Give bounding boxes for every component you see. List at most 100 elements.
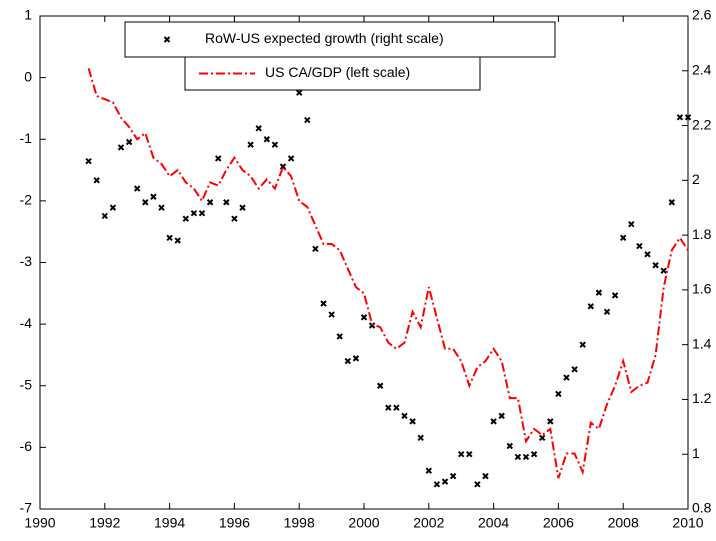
- scatter-point: [433, 481, 441, 488]
- scatter-point: [133, 185, 141, 192]
- scatter-point: [571, 366, 578, 373]
- scatter-point: [385, 404, 392, 411]
- scatter-point: [684, 114, 692, 121]
- scatter-point: [166, 234, 173, 242]
- scatter-point: [255, 125, 262, 132]
- scatter-point: [482, 472, 489, 480]
- y2-tick-label: 1.4: [692, 335, 712, 351]
- x-tick-label: 1990: [24, 515, 55, 531]
- y-tick-label: -5: [20, 376, 33, 392]
- scatter-point: [117, 144, 125, 151]
- scatter-point: [109, 204, 117, 211]
- scatter-point: [279, 163, 287, 170]
- y2-tick-label: 2: [692, 171, 700, 187]
- scatter-point: [239, 204, 246, 211]
- scatter-point: [312, 245, 319, 253]
- legend-label: US CA/GDP (left scale): [265, 64, 410, 80]
- x-tick-label: 2006: [543, 515, 574, 531]
- scatter-point: [198, 209, 206, 217]
- scatter-point: [93, 177, 100, 184]
- scatter-point: [449, 472, 457, 480]
- scatter-point: [506, 442, 514, 450]
- scatter-point: [295, 89, 303, 96]
- scatter-point: [150, 193, 157, 200]
- scatter-point: [555, 390, 562, 398]
- scatter-point: [85, 157, 92, 165]
- legend-entry: US CA/GDP (left scale): [184, 56, 481, 91]
- y2-tick-label: 1.6: [692, 281, 712, 297]
- y2-tick-label: 0.8: [692, 500, 712, 516]
- scatter-point: [628, 220, 635, 228]
- scatter-point: [182, 215, 190, 222]
- scatter-point: [304, 116, 311, 124]
- scatter-point: [474, 481, 481, 488]
- scatter-point: [660, 267, 667, 274]
- y-tick-label: 0: [24, 68, 32, 84]
- scatter-point: [441, 478, 449, 485]
- scatter-point: [652, 262, 659, 269]
- scatter-point: [579, 341, 586, 348]
- y2-tick-label: 2.2: [692, 116, 712, 132]
- x-tick-label: 2000: [348, 515, 379, 531]
- scatter-point: [271, 141, 279, 148]
- scatter-point: [595, 289, 603, 296]
- y2-tick-label: 1.2: [692, 390, 712, 406]
- x-tick-label: 1994: [154, 515, 185, 531]
- scatter-point: [142, 199, 149, 206]
- scatter-point: [619, 234, 627, 242]
- scatter-point: [158, 204, 165, 211]
- y-tick-label: -2: [20, 192, 33, 208]
- y2-tick-label: 1.8: [692, 226, 712, 242]
- legend-label: RoW-US expected growth (right scale): [205, 30, 444, 46]
- y2-tick-label: 2.4: [692, 61, 712, 77]
- scatter-point: [393, 404, 400, 411]
- scatter-point: [417, 434, 424, 441]
- y-tick-label: -4: [20, 315, 33, 331]
- scatter-point: [247, 141, 254, 148]
- scatter-point: [376, 382, 384, 389]
- line-series: [87, 68, 689, 479]
- scatter-point: [530, 451, 538, 458]
- x-tick-label: 2004: [478, 515, 509, 531]
- y-tick-label: -1: [20, 130, 33, 146]
- x-tick-label: 1996: [219, 515, 250, 531]
- scatter-point: [401, 412, 408, 420]
- scatter-point: [409, 418, 416, 425]
- legend-box: [124, 21, 556, 58]
- scatter-point: [538, 434, 546, 441]
- scatter-point: [231, 215, 238, 222]
- scatter-point: [214, 155, 222, 162]
- scatter-point: [514, 453, 522, 461]
- scatter-point: [190, 209, 198, 217]
- scatter-point: [522, 453, 530, 461]
- scatter-point: [336, 333, 343, 340]
- scatter-point: [611, 292, 619, 299]
- x-tick-label: 2010: [672, 515, 703, 531]
- scatter-point: [676, 114, 684, 121]
- scatter-point: [206, 199, 214, 206]
- scatter-point: [457, 451, 465, 458]
- scatter-point: [360, 314, 368, 321]
- scatter-point: [490, 418, 497, 425]
- scatter-point: [644, 251, 651, 258]
- x-tick-label: 1998: [284, 515, 315, 531]
- scatter-point: [320, 300, 327, 307]
- scatter-point: [344, 357, 352, 365]
- legend-symbol: [163, 36, 171, 43]
- x-tick-label: 2002: [413, 515, 444, 531]
- scatter-point: [328, 311, 335, 318]
- y2-tick-label: 1: [692, 445, 700, 461]
- x-tick-label: 2008: [608, 515, 639, 531]
- legend-entry: RoW-US expected growth (right scale): [124, 21, 556, 58]
- scatter-point: [174, 237, 181, 244]
- scatter-point: [603, 308, 611, 316]
- scatter-point: [263, 136, 271, 143]
- y-tick-label: -6: [20, 438, 33, 454]
- scatter-point: [668, 199, 676, 206]
- scatter-point: [563, 374, 570, 381]
- scatter-point: [352, 355, 360, 362]
- y2-tick-label: 2.6: [692, 7, 712, 23]
- scatter-point: [547, 418, 554, 425]
- scatter-point: [636, 242, 643, 250]
